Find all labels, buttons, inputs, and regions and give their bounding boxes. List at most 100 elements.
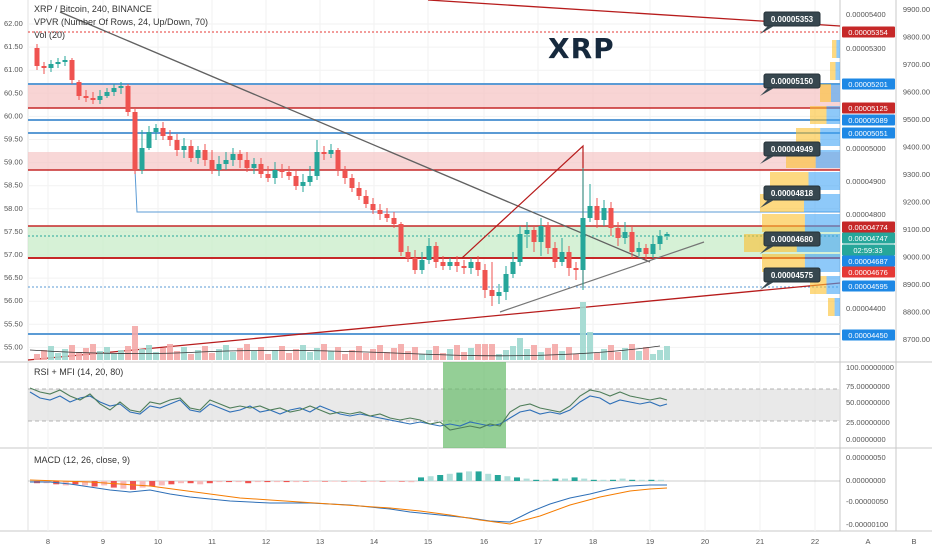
left-axis-tick: 62.00 — [4, 19, 23, 28]
right-axis-tick: 9200.00 — [903, 198, 930, 207]
right-axis-tick: 9400.00 — [903, 143, 930, 152]
left-axis-tick: 58.00 — [4, 204, 23, 213]
price-axis-tick: 0.00005000 — [846, 144, 886, 153]
left-axis-tick: 60.00 — [4, 111, 23, 120]
gray-support-line[interactable] — [499, 241, 705, 313]
left-axis-tick: 56.50 — [4, 273, 23, 282]
right-axis-tick: 9300.00 — [903, 170, 930, 179]
right-axis-tick: 9100.00 — [903, 225, 930, 234]
macd-axis-tick: -0.00000050 — [846, 497, 888, 506]
vpvr-indicator-label[interactable]: VPVR (Number Of Rows, 24, Up/Down, 70) — [34, 17, 209, 27]
time-axis-tick: 20 — [701, 537, 709, 546]
signal-line — [29, 479, 668, 525]
time-axis-tick: 11 — [208, 537, 216, 546]
price-label: 0.00004595 — [848, 282, 888, 291]
price-label: 0.00005089 — [848, 116, 888, 125]
symbol-title[interactable]: XRP / Bitcoin, 240, BINANCE — [34, 4, 152, 14]
time-axis-tick: 19 — [646, 537, 654, 546]
left-axis-tick: 61.00 — [4, 65, 23, 74]
time-axis-tick: 17 — [534, 537, 542, 546]
volume-indicator-label[interactable]: Vol (20) — [34, 30, 66, 40]
price-label: 0.00004687 — [848, 257, 888, 266]
right-axis-tick: 9000.00 — [903, 253, 930, 262]
left-axis-tick: 56.00 — [4, 296, 23, 305]
watermark-xrp: XRP — [548, 32, 615, 65]
rsi-axis-tick: 25.00000000 — [846, 418, 890, 427]
time-axis-tick: 16 — [480, 537, 488, 546]
price-label: 0.00005354 — [848, 28, 888, 37]
left-axis-tick: 55.00 — [4, 342, 23, 351]
time-axis-tick: 14 — [370, 537, 378, 546]
time-axis-tick: 12 — [262, 537, 270, 546]
right-axis-tick: 9500.00 — [903, 115, 930, 124]
price-label: 0.00005051 — [848, 129, 888, 138]
right-axis-tick: 8900.00 — [903, 280, 930, 289]
mfi-line — [29, 387, 668, 431]
left-axis-tick: 55.50 — [4, 319, 23, 328]
resistance-zone-upper — [28, 84, 840, 108]
left-axis-tick: 57.00 — [4, 250, 23, 259]
resistance-zone-middle — [28, 152, 840, 170]
callout-label: 0.00005150 — [771, 77, 814, 86]
price-label: 0.00004450 — [848, 331, 888, 340]
price-label: 0.00004747 — [848, 234, 888, 243]
macd-axis-tick: -0.00000100 — [846, 520, 888, 529]
right-axis-tick: 9700.00 — [903, 60, 930, 69]
left-axis-tick: 59.50 — [4, 135, 23, 144]
price-axis-tick: 0.00005400 — [846, 10, 886, 19]
price-axis-tick: 0.00005300 — [846, 44, 886, 53]
rsi-oversold-highlight — [443, 362, 506, 448]
candlesticks — [34, 44, 670, 306]
price-label: 0.00004774 — [848, 223, 888, 232]
price-axis-tick: 0.00004800 — [846, 210, 886, 219]
time-axis-tick: 10 — [154, 537, 162, 546]
price-label: 02:59:33 — [853, 246, 882, 255]
callout-label: 0.00004818 — [771, 189, 814, 198]
macd-axis-tick: 0.00000050 — [846, 453, 886, 462]
gray-downtrend-line[interactable] — [59, 11, 651, 263]
rsi-axis-tick: 50.00000000 — [846, 398, 890, 407]
red-rising-trendline[interactable] — [27, 282, 841, 361]
rsi-axis-tick: 100.00000000 — [846, 363, 894, 372]
callout-label: 0.00005353 — [771, 15, 814, 24]
rsi-axis-tick: 75.00000000 — [846, 382, 890, 391]
callout-label: 0.00004575 — [771, 271, 814, 280]
price-labels: 0.00005354 0.00005201 0.00005125 0.00005089… — [842, 26, 895, 341]
right-axis-tick: 9900.00 — [903, 5, 930, 14]
left-axis-tick: 61.50 — [4, 42, 23, 51]
time-axis-tick: 8 — [46, 537, 50, 546]
macd-label[interactable]: MACD (12, 26, close, 9) — [34, 455, 131, 465]
macd-axis-tick: 0.00000000 — [846, 476, 886, 485]
corner-label-a: A — [865, 537, 870, 546]
price-label: 0.00004676 — [848, 268, 888, 277]
right-axis-tick: 8800.00 — [903, 308, 930, 317]
time-axis-tick: 13 — [316, 537, 324, 546]
price-axis-tick: 0.00004400 — [846, 304, 886, 313]
right-axis-tick: 9600.00 — [903, 88, 930, 97]
price-axis-tick: 0.00004900 — [846, 177, 886, 186]
callout-flags: 0.00005353 0.00005150 0.00004949 0.00004818… — [760, 11, 821, 290]
right-axis-tick: 8700.00 — [903, 335, 930, 344]
callout-label: 0.00004680 — [771, 235, 814, 244]
left-axis-tick: 60.50 — [4, 88, 23, 97]
time-axis-tick: 21 — [756, 537, 764, 546]
rsi-line — [29, 391, 668, 427]
left-axis-tick: 57.50 — [4, 227, 23, 236]
price-label: 0.00005201 — [848, 80, 888, 89]
rsi-band — [28, 389, 840, 421]
time-axis-tick: 18 — [589, 537, 597, 546]
price-label: 0.00005125 — [848, 104, 888, 113]
callout-label: 0.00004949 — [771, 145, 814, 154]
time-axis-tick: 9 — [101, 537, 105, 546]
right-axis-tick: 9800.00 — [903, 33, 930, 42]
time-axis-tick: 22 — [811, 537, 819, 546]
rsi-mfi-label[interactable]: RSI + MFI (14, 20, 80) — [34, 367, 124, 377]
left-axis-tick: 58.50 — [4, 181, 23, 190]
left-axis-tick: 59.00 — [4, 158, 23, 167]
corner-label-b: B — [911, 537, 916, 546]
rsi-axis-tick: 0.00000000 — [846, 435, 886, 444]
volume-bars — [34, 302, 670, 360]
time-axis-tick: 15 — [424, 537, 432, 546]
